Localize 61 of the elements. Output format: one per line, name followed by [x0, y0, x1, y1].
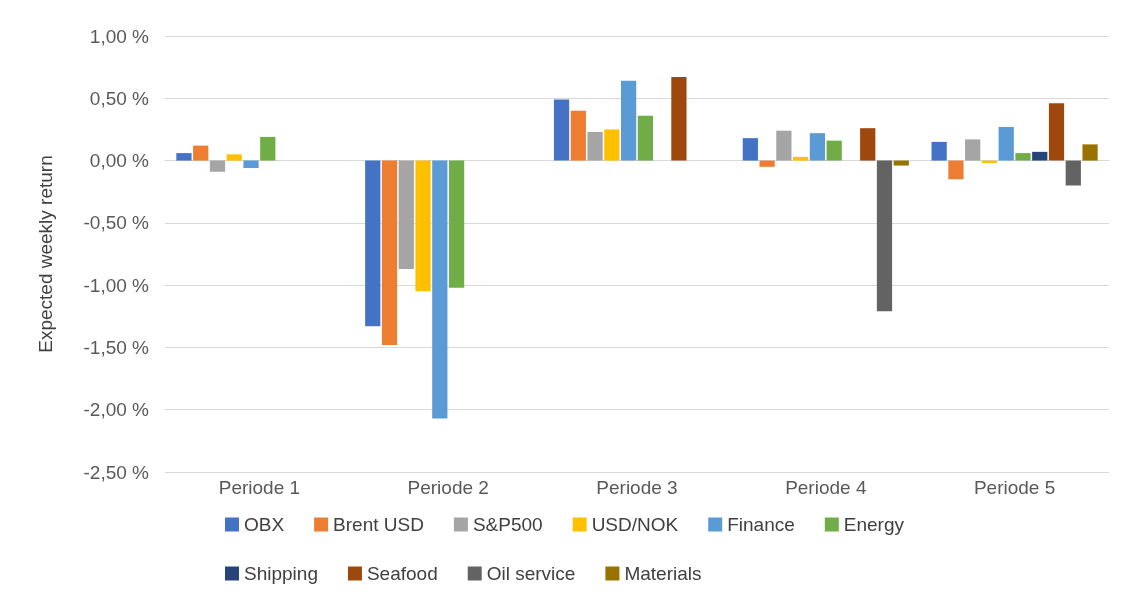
bar — [809, 133, 826, 161]
bar — [893, 160, 909, 166]
legend-label: Materials — [624, 563, 702, 584]
bar — [1032, 151, 1048, 161]
legend-label: Energy — [843, 514, 905, 535]
bar — [415, 160, 431, 292]
bar — [742, 138, 758, 161]
bar — [260, 136, 276, 161]
legend-label: Seafood — [366, 563, 438, 584]
bar — [243, 160, 259, 169]
bar — [826, 140, 842, 161]
bar — [948, 160, 964, 180]
bar — [365, 160, 381, 327]
legend-label: USD/NOK — [591, 514, 679, 535]
bar — [637, 115, 653, 161]
bar — [931, 141, 947, 161]
y-axis-title: Expected weekly return — [35, 155, 56, 353]
bar — [604, 129, 620, 161]
x-tick-label: Periode 1 — [218, 477, 301, 498]
legend-label: Brent USD — [333, 514, 424, 535]
bar — [776, 130, 792, 161]
bar — [1015, 153, 1031, 161]
y-tick-label: 1,00 % — [89, 25, 150, 47]
bar — [793, 156, 809, 161]
bar — [621, 80, 637, 161]
x-tick-label: Periode 4 — [785, 477, 867, 498]
bar — [553, 99, 570, 161]
bar — [432, 160, 448, 419]
y-tick-label: -2,50 % — [83, 461, 150, 483]
legend-label: Shipping — [243, 563, 318, 584]
bar — [381, 160, 398, 345]
bar — [209, 160, 226, 172]
x-tick-label: Periode 3 — [596, 477, 678, 498]
bar — [998, 126, 1014, 161]
bar — [876, 160, 893, 312]
legend-label: Oil service — [486, 563, 576, 584]
bar — [965, 139, 981, 161]
bar — [860, 128, 876, 161]
y-tick-label: -1,50 % — [83, 336, 150, 358]
y-tick-label: -1,00 % — [83, 274, 150, 296]
legend-label: OBX — [243, 514, 285, 535]
bar — [1065, 160, 1081, 186]
y-tick-label: 0,50 % — [89, 87, 150, 109]
x-tick-label: Periode 2 — [407, 477, 489, 498]
y-tick-label: -0,50 % — [83, 212, 150, 234]
x-tick-label: Periode 5 — [973, 477, 1056, 498]
bar — [448, 160, 465, 288]
bar — [1048, 103, 1065, 161]
bar — [193, 145, 209, 161]
bar — [176, 153, 192, 161]
bar — [570, 110, 586, 161]
bar — [398, 160, 414, 269]
legend-label: S&P500 — [472, 514, 543, 535]
y-tick-label: 0,00 % — [89, 150, 150, 172]
legend-label: Finance — [727, 514, 795, 535]
bar — [1082, 144, 1098, 161]
bar — [587, 131, 603, 161]
bar — [759, 160, 775, 167]
bar — [226, 154, 242, 161]
bar — [671, 77, 687, 161]
y-tick-label: -2,00 % — [83, 399, 150, 421]
